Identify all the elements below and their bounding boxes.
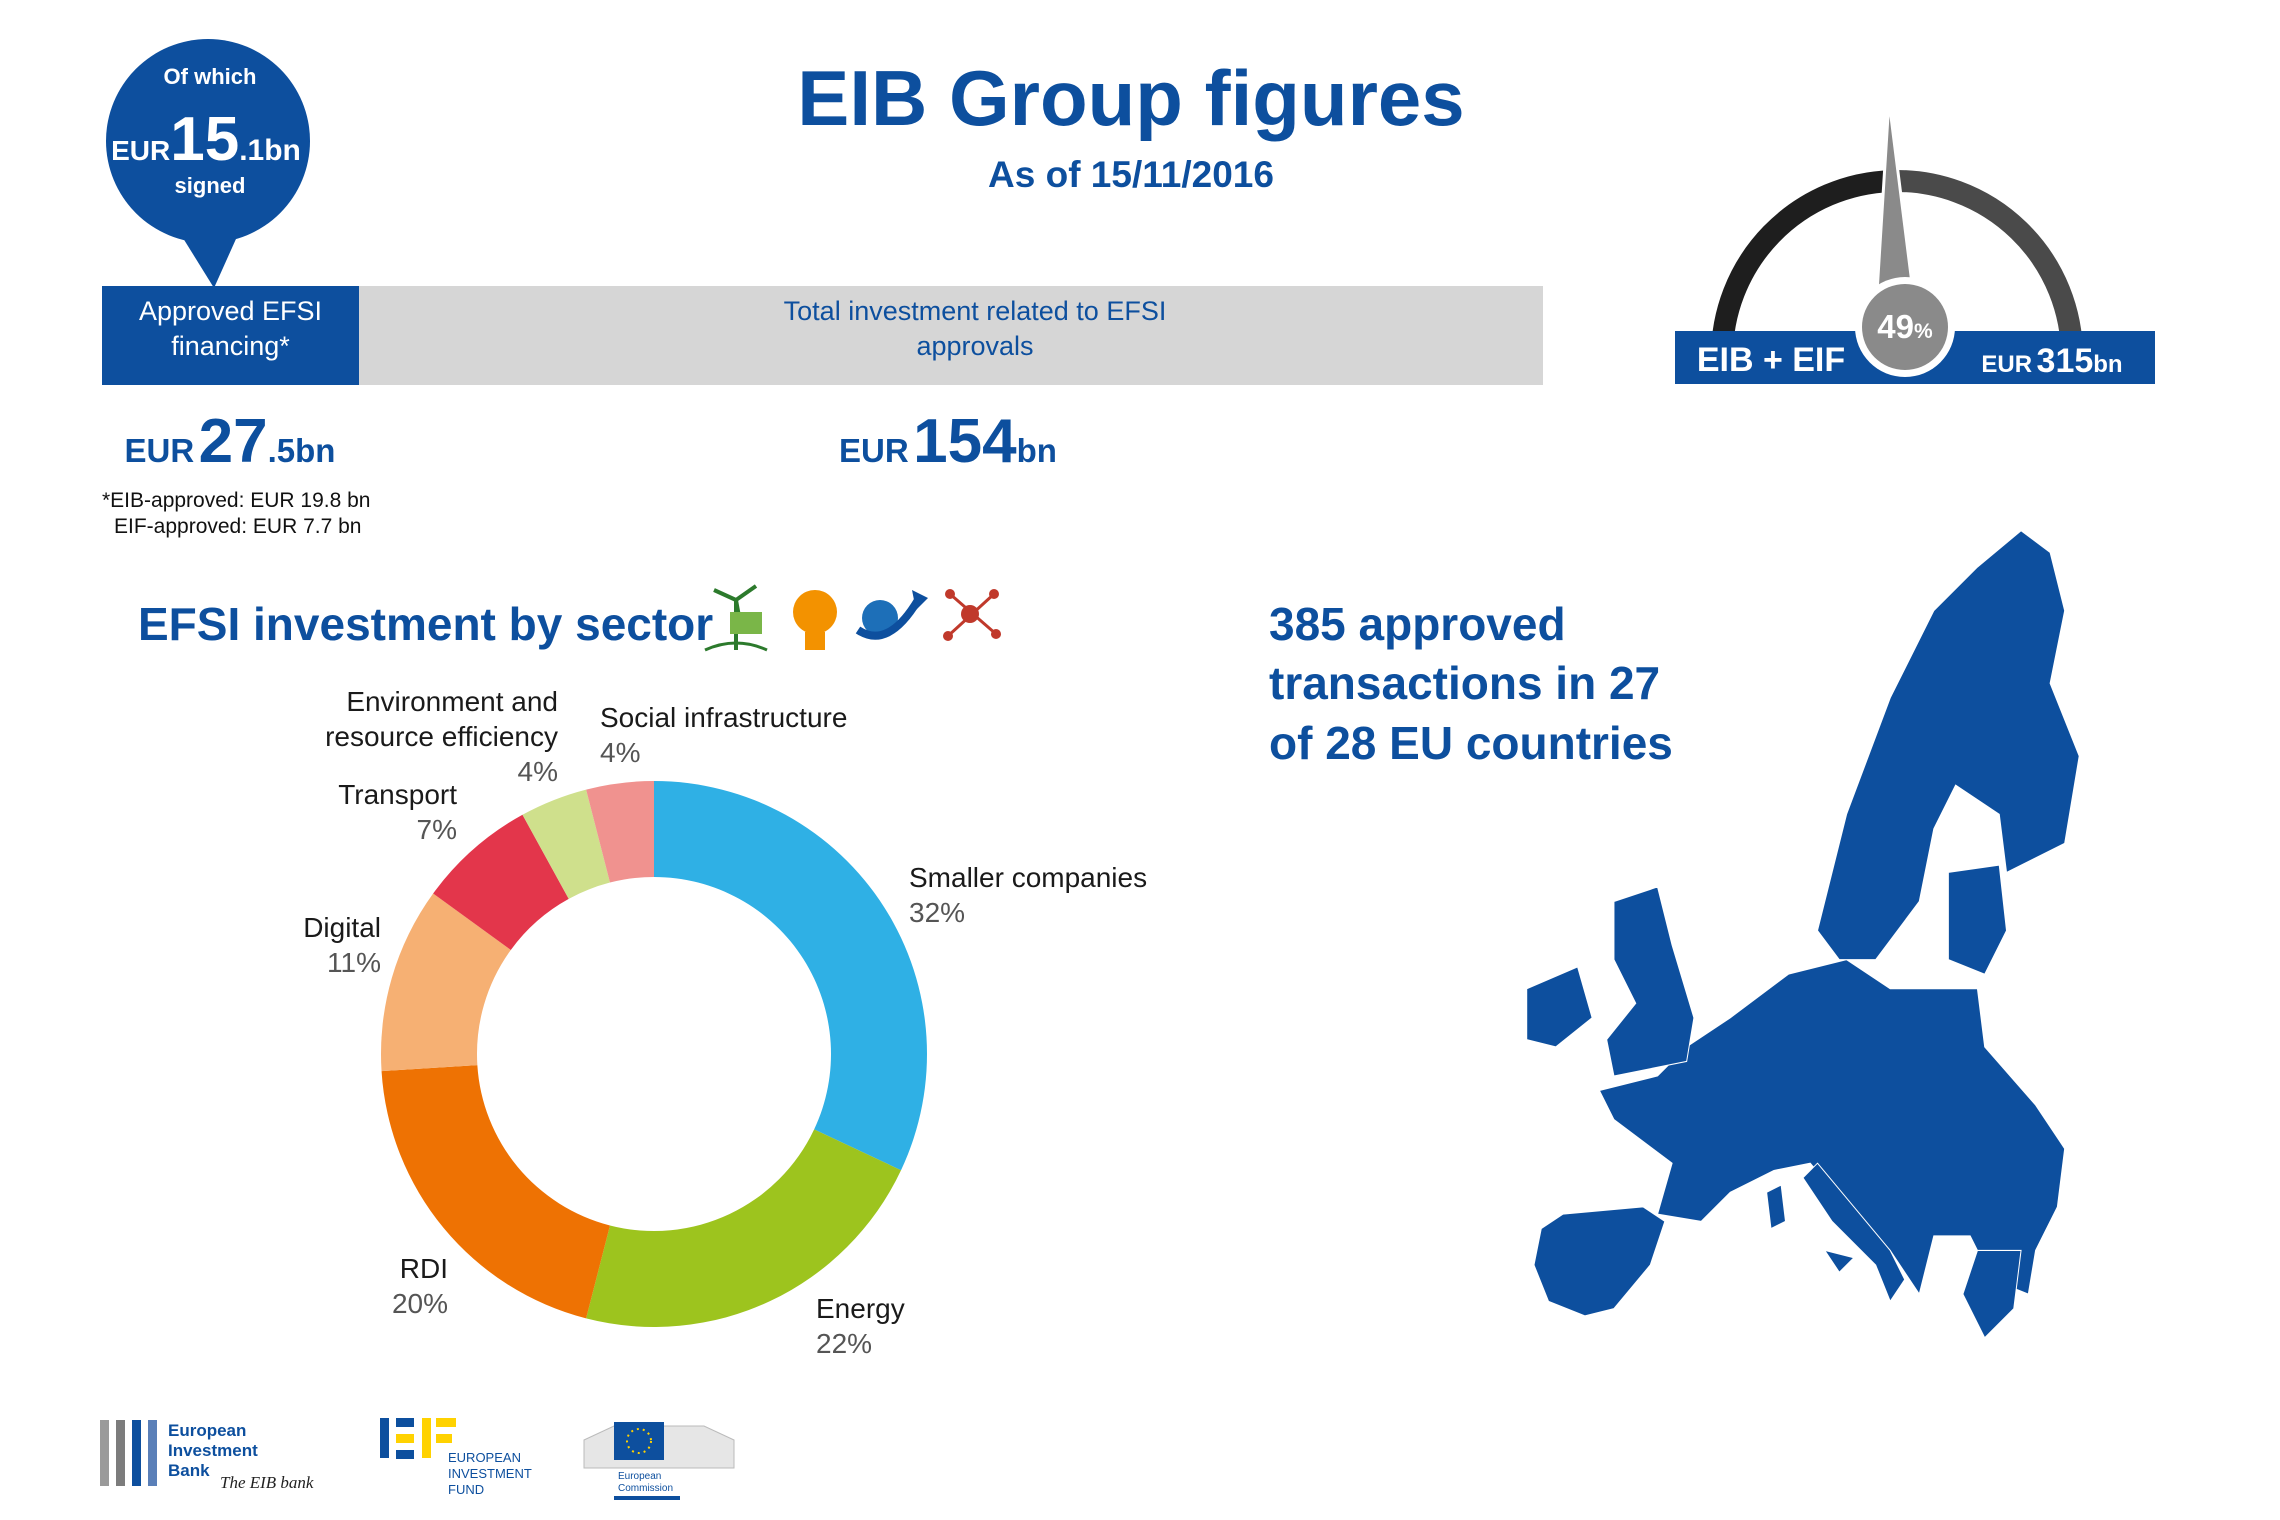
gauge-amount: EUR 315bn bbox=[1981, 342, 2122, 380]
footnote: EIF-approved: EUR 7.7 bn bbox=[114, 515, 361, 538]
gauge-hub bbox=[1862, 284, 1948, 370]
map-text: of 28 EU countries bbox=[1269, 717, 1673, 769]
donut-slice bbox=[586, 1129, 902, 1327]
amount-small: .5bn bbox=[268, 432, 336, 469]
logo-text: EUROPEAN bbox=[448, 1450, 521, 1465]
bubble-top: Of which bbox=[164, 64, 257, 89]
value-label: 4% bbox=[600, 737, 641, 768]
currency: EUR bbox=[125, 432, 195, 469]
total-amount: EUR 154bn bbox=[839, 407, 1057, 476]
efsi-label-box: Approved EFSI financing* bbox=[138, 296, 323, 361]
amount-small: bn bbox=[1017, 432, 1057, 469]
bubble-pointer bbox=[178, 230, 240, 288]
bubble bbox=[106, 39, 310, 243]
value-label: 4% bbox=[517, 756, 558, 787]
category-label: Energy bbox=[816, 1293, 905, 1324]
amount-big: 27 bbox=[199, 407, 268, 476]
efsi-label: Approved EFSI financing* bbox=[138, 296, 323, 361]
category-label: Smaller companies bbox=[909, 862, 1148, 893]
category-label: RDI bbox=[399, 1253, 448, 1284]
sector-icons bbox=[704, 584, 1001, 652]
total-label-box: Total investment related to EFSI approva… bbox=[783, 296, 1167, 361]
category-label: Transport bbox=[338, 779, 457, 810]
efsi-amount: EUR 27.5bn bbox=[125, 407, 336, 476]
logo-text: Investment bbox=[168, 1441, 258, 1460]
logo-text: Bank bbox=[168, 1461, 210, 1480]
donut-slice bbox=[381, 1065, 610, 1319]
slice-label: Smaller companies 32% bbox=[909, 860, 1147, 930]
slice-label: RDI 20% bbox=[392, 1251, 448, 1321]
category-label: Environment and resource efficiency bbox=[325, 686, 558, 752]
amount-big: 154 bbox=[913, 407, 1017, 476]
gauge-arc-rest bbox=[1891, 170, 2083, 357]
slice-label: Social infrastructure 4% bbox=[600, 700, 847, 770]
logo-text: European bbox=[618, 1471, 661, 1482]
logo-text: INVESTMENT bbox=[448, 1466, 532, 1481]
ec-logo: European Commission bbox=[583, 1422, 735, 1500]
donut-slice bbox=[522, 789, 610, 899]
donut-slice bbox=[433, 814, 569, 950]
eu-map bbox=[1526, 530, 2080, 1339]
value-label: 32% bbox=[909, 897, 966, 928]
amount-small: bn bbox=[2093, 351, 2122, 378]
gauge-unit: % bbox=[1914, 320, 1933, 343]
gauge-left-text: EIB + EIF bbox=[1697, 341, 1845, 379]
currency: EUR bbox=[111, 135, 170, 166]
slice-label: Energy 22% bbox=[816, 1291, 905, 1361]
total-bar bbox=[359, 286, 1543, 385]
slice-label: Digital 11% bbox=[303, 910, 381, 980]
donut-slice bbox=[654, 781, 927, 1171]
eif-logo: EUROPEAN INVESTMENT FUND bbox=[380, 1418, 532, 1497]
map-text: 385 approved bbox=[1269, 598, 1566, 650]
bubble-amount: EUR15.1bn bbox=[111, 105, 301, 174]
amount-big: 315 bbox=[2037, 342, 2094, 380]
map-text: transactions in 27 bbox=[1269, 657, 1660, 709]
value-label: 7% bbox=[416, 814, 457, 845]
category-label: Digital bbox=[303, 912, 381, 943]
value-label: 11% bbox=[327, 947, 381, 978]
total-label: Total investment related to EFSI approva… bbox=[783, 296, 1167, 361]
gauge-number: 49 bbox=[1877, 308, 1914, 345]
slice-label: Transport 7% bbox=[338, 777, 457, 847]
chart-title: EFSI investment by sector bbox=[138, 598, 713, 650]
title: EIB Group figures bbox=[797, 54, 1464, 142]
bubble-bottom: signed bbox=[175, 173, 246, 198]
currency: EUR bbox=[839, 432, 909, 469]
donut-slice bbox=[380, 893, 511, 1072]
category-label: Social infrastructure bbox=[600, 702, 848, 733]
eib-logo: European Investment Bank The EIB bank bbox=[100, 1420, 314, 1492]
efsi-bar bbox=[102, 286, 359, 385]
gauge-arc-filled bbox=[1711, 170, 1892, 357]
value-label: 22% bbox=[816, 1328, 873, 1359]
amount-small: .1bn bbox=[239, 134, 301, 167]
value-label: 20% bbox=[391, 1288, 448, 1319]
logo-text: Commission bbox=[618, 1483, 673, 1494]
subtitle: As of 15/11/2016 bbox=[988, 154, 1274, 195]
donut bbox=[380, 781, 927, 1327]
slice-label: Environment and resource efficiency 4% bbox=[298, 684, 558, 789]
gauge-value: 49% bbox=[1877, 308, 1933, 345]
amount-big: 15 bbox=[170, 105, 239, 174]
footnote: *EIB-approved: EUR 19.8 bn bbox=[102, 489, 371, 512]
currency: EUR bbox=[1981, 351, 2032, 378]
logo-tagline: The EIB bank bbox=[220, 1473, 314, 1492]
logo-text: FUND bbox=[448, 1482, 484, 1497]
donut-slice bbox=[586, 781, 654, 883]
logo-text: European bbox=[168, 1421, 246, 1440]
